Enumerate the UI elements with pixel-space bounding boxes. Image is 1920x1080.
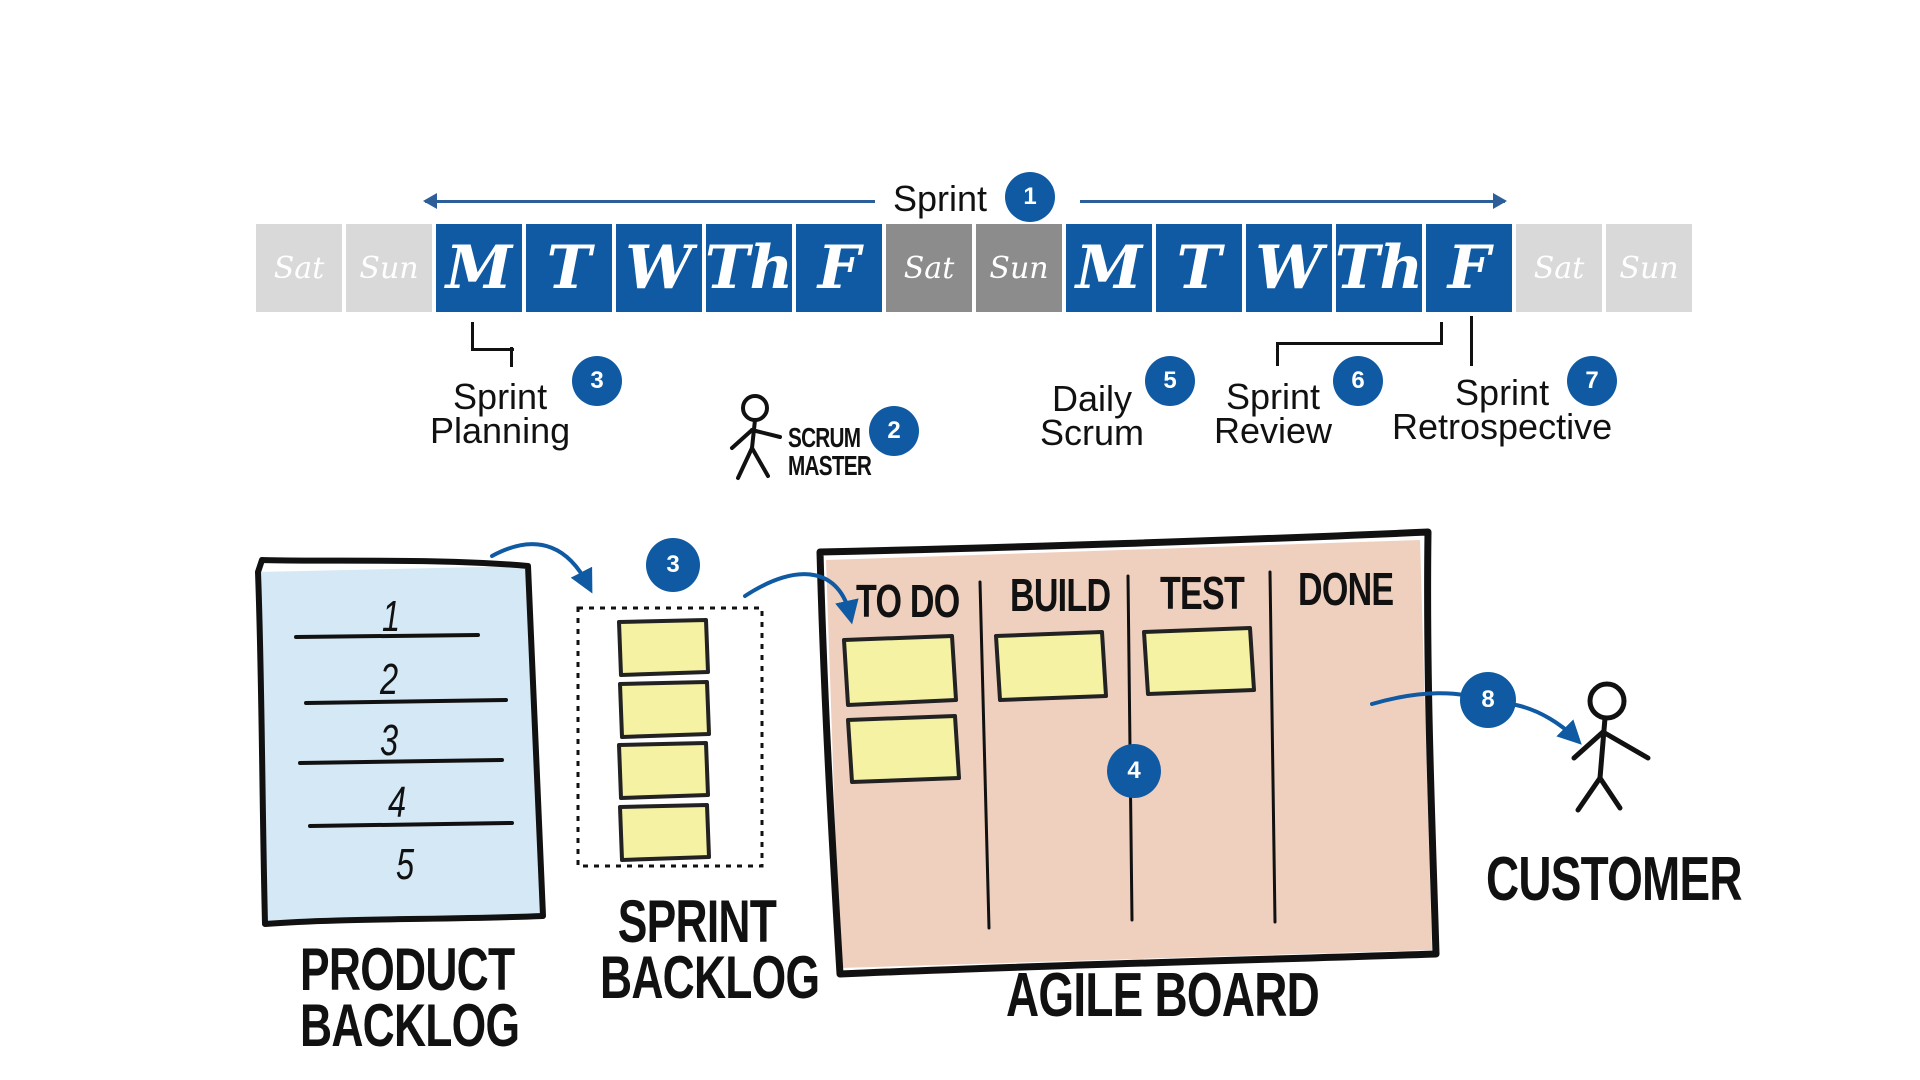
product-backlog-line2: BACKLOG [300,992,520,1059]
sprint-review-badge: 6 [1333,356,1383,406]
sprint-planning-line1: Sprint [453,376,548,417]
day-cell: Sat [1516,224,1602,312]
sprint-planning-line2: Planning [430,410,571,451]
backlog-to-sprint-arrow [490,542,593,594]
sprint-timeline: Sat Sun M T W Th F Sat Sun M T W Th F Sat Sun [256,224,1692,312]
day-cell: W [616,224,702,312]
agile-board-badge: 4 [1107,744,1161,798]
sprint-backlog-line2: BACKLOG [600,944,820,1011]
sprint-retro-label: Sprint Retrospective [1392,372,1613,447]
day-cell: Sun [346,224,432,312]
board-to-customer-arrow-2 [1514,703,1582,745]
day-cell: Sat [886,224,972,312]
daily-scrum-line1: Daily [1052,378,1133,419]
sprint-badge: 1 [1005,172,1055,222]
sprint-retro-line2: Retrospective [1392,406,1613,447]
sprint-planning-badge: 3 [572,356,622,406]
day-cell: T [526,224,612,312]
planning-bracket [471,322,514,351]
day-cell: Sun [976,224,1062,312]
sprint-retro-badge: 7 [1567,356,1617,406]
scrum-master-label: SCRUM MASTER [788,422,872,481]
backlog-item-number: 3 [380,716,398,765]
day-cell: Sat [256,224,342,312]
sprint-backlog-frame [576,606,764,868]
agile-board-stickies [842,626,1256,784]
day-cell: M [1066,224,1152,312]
review-bracket [1276,322,1443,345]
backlog-item-number: 1 [382,592,400,641]
sprint-backlog-stickies [617,618,711,862]
sprint-arrow-left [423,193,875,209]
agile-board-title: AGILE BOARD [1006,961,1320,1030]
day-cell: Sun [1606,224,1692,312]
sprint-to-board-arrow [743,572,859,625]
scrum-master-line1: SCRUM [788,422,861,453]
board-column-header: BUILD [1010,569,1111,621]
sprint-planning-label: Sprint Planning [430,376,571,451]
sprint-backlog-badge: 3 [646,538,700,592]
scrum-master-figure-icon [730,394,782,480]
day-cell: Th [1335,224,1423,312]
sprint-review-label: Sprint Review [1214,376,1333,451]
board-column-header: TEST [1160,567,1245,619]
scrum-master-line2: MASTER [788,450,872,481]
sprint-backlog-label: SPRINT BACKLOG [600,888,820,1011]
sprint-label: Sprint [893,178,988,219]
board-column-header: TO DO [856,575,960,627]
sprint-backlog-line1: SPRINT [617,888,777,955]
day-cell: M [436,224,522,312]
backlog-item-number: 5 [396,840,414,889]
product-backlog-sheet [255,557,546,927]
day-cell: F [1426,224,1512,312]
planning-bracket-drop [510,347,513,367]
product-backlog-label: PRODUCT BACKLOG [300,936,520,1059]
day-cell: F [796,224,882,312]
sprint-retro-line1: Sprint [1455,372,1550,413]
sprint-arrow-right [1080,193,1507,209]
board-column-header: DONE [1298,563,1394,615]
scrum-master-badge: 2 [869,406,919,456]
sprint-review-line2: Review [1214,410,1333,451]
product-backlog-line1: PRODUCT [300,936,515,1003]
backlog-item-number: 2 [380,655,398,704]
customer-figure-icon [1571,681,1651,813]
customer-label: CUSTOMER [1486,845,1743,914]
day-cell: T [1156,224,1242,312]
backlog-item-number: 4 [388,778,406,827]
customer-badge: 8 [1460,672,1516,728]
daily-scrum-label: Daily Scrum [1040,378,1145,453]
daily-scrum-badge: 5 [1145,356,1195,406]
retro-line [1470,316,1473,366]
review-bracket-drop [1276,342,1279,366]
sprint-review-line1: Sprint [1226,376,1321,417]
daily-scrum-line2: Scrum [1040,412,1145,453]
day-cell: Th [705,224,793,312]
day-cell: W [1246,224,1332,312]
